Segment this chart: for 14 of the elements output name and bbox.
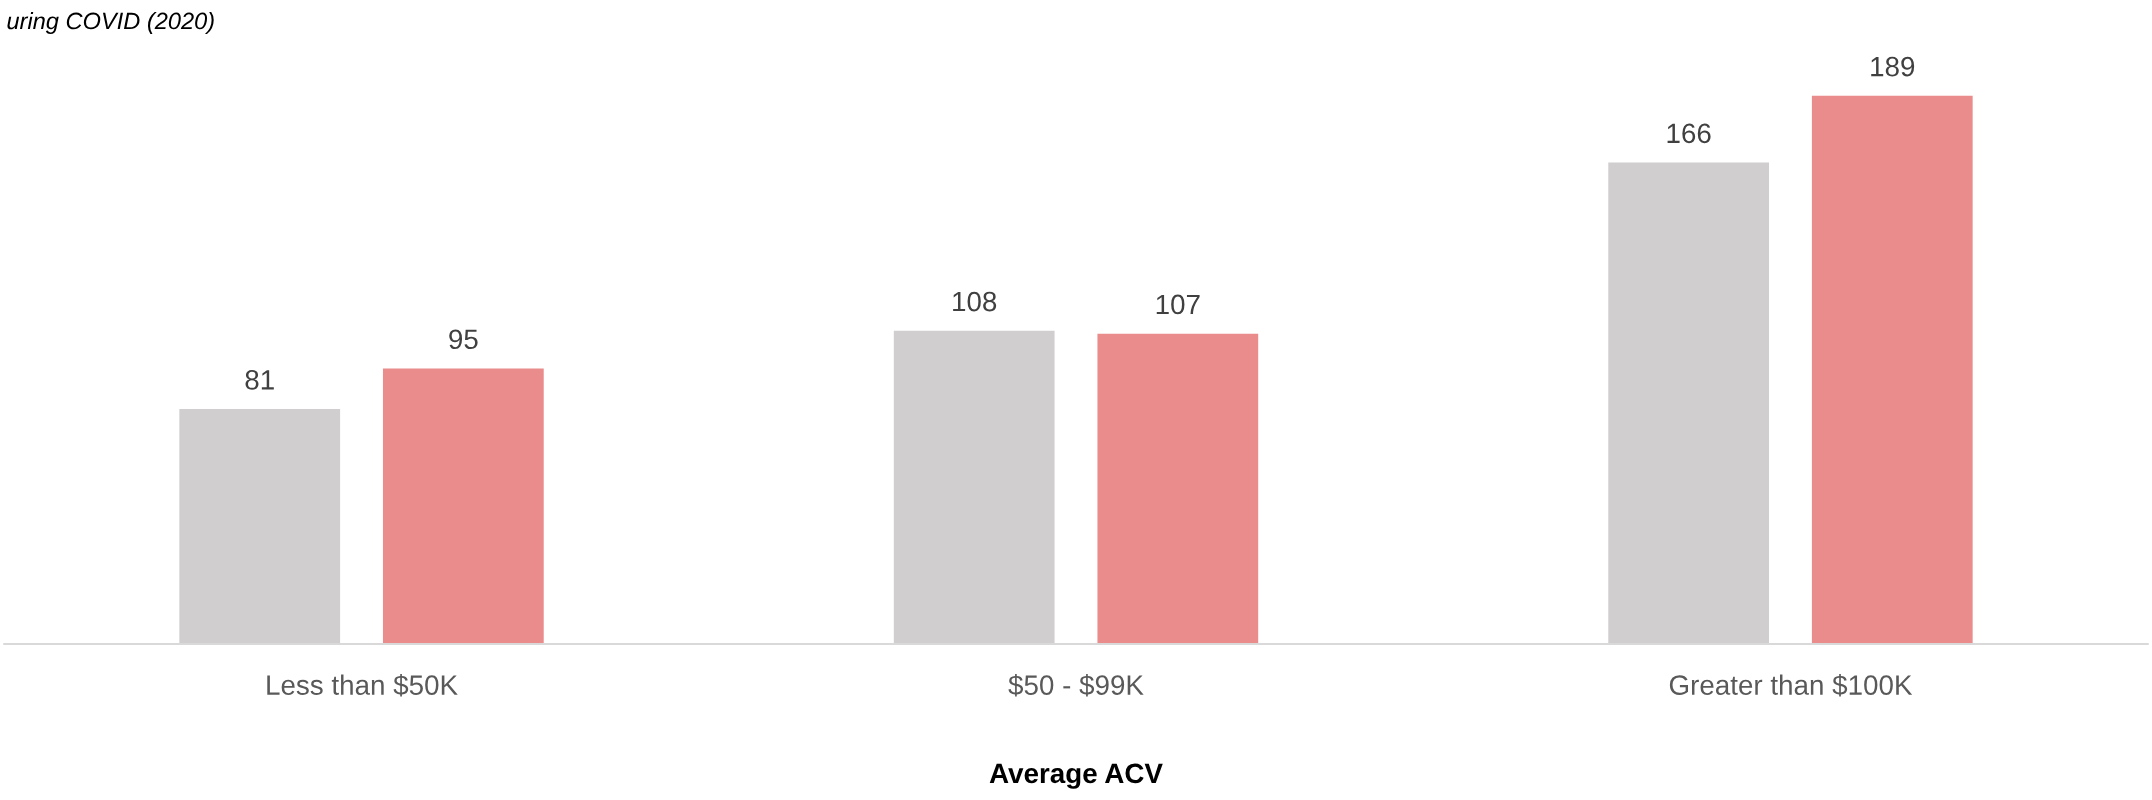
x-tick-label: Less than $50K	[267, 674, 458, 697]
data-label: 81	[245, 370, 274, 390]
x-tick-label: Greater than $100K	[1669, 674, 1913, 697]
x-axis-title: Average ACV	[989, 763, 1163, 789]
data-label: 95	[449, 329, 478, 350]
bar	[1811, 95, 1973, 644]
chart-title: uring COVID (2020)	[7, 12, 214, 35]
bar	[1097, 333, 1259, 644]
data-label: 107	[1156, 294, 1200, 315]
x-tick-label: $50 - $99K	[1008, 674, 1144, 697]
data-label: 189	[1871, 56, 1915, 77]
bar	[382, 368, 544, 644]
data-label: 108	[953, 291, 997, 312]
data-label: 166	[1667, 123, 1711, 144]
